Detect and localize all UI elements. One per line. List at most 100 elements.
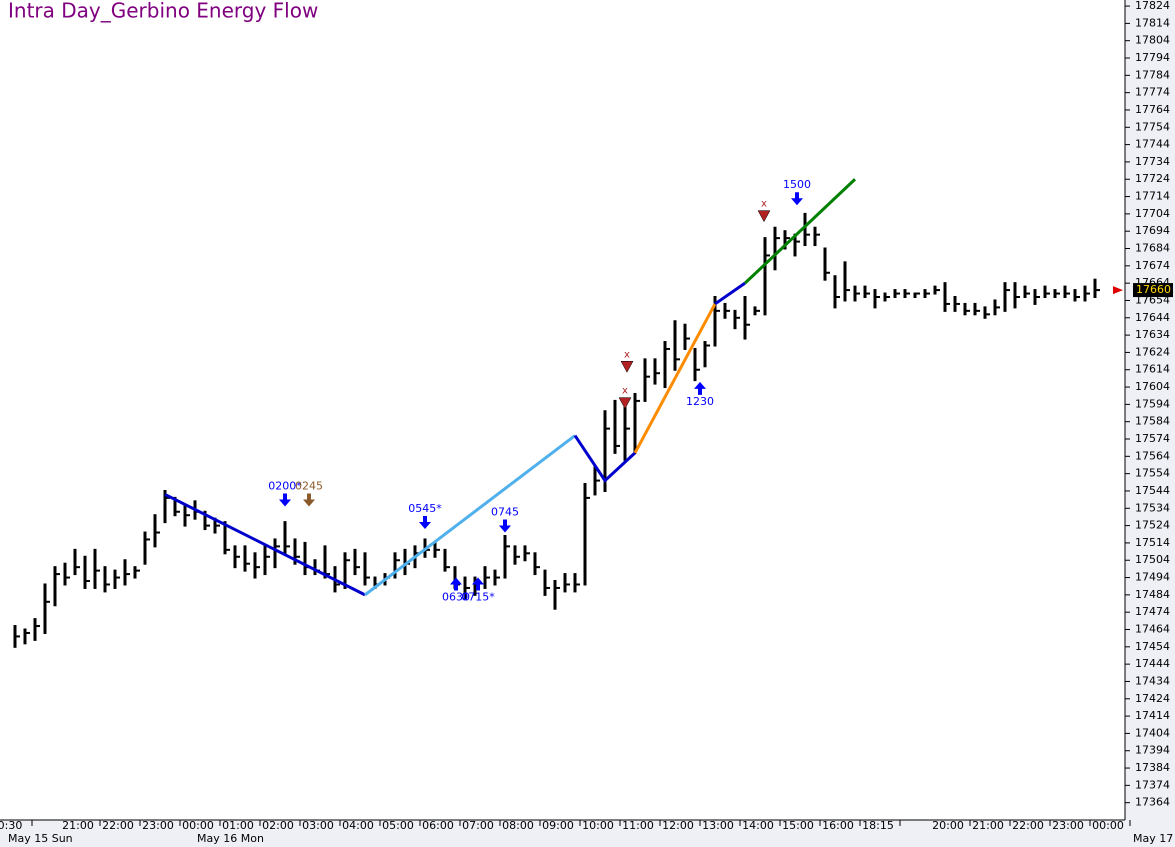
y-tick-label: 17614 [1135,363,1170,376]
x-axis-area [0,820,1125,847]
x-tick-label: 23:00 [142,819,174,832]
y-tick-label: 17804 [1135,34,1170,47]
y-tick-label: 17414 [1135,709,1170,722]
annotation-label: x [622,386,628,397]
annotation-label: x [761,199,767,210]
x-tick-label: 22:00 [1012,819,1044,832]
y-tick-label: 17764 [1135,103,1170,116]
x-tick-label: 16:00 [822,819,854,832]
y-tick-label: 17474 [1135,605,1170,618]
annotation-label: 0745 [491,506,519,519]
date-label: May 17 Tue [1133,832,1175,845]
x-tick-label: 00:00 [1092,819,1124,832]
x-tick-label: 00:00 [182,819,214,832]
trend-line [573,434,637,483]
y-tick-label: 17384 [1135,761,1170,774]
y-tick-label: 17534 [1135,501,1170,514]
y-tick-label: 17454 [1135,640,1170,653]
trend-line [633,303,717,454]
y-axis-area [1125,0,1175,847]
y-tick-label: 17504 [1135,553,1170,566]
y-tick-label: 17584 [1135,415,1170,428]
up-arrow [450,577,462,591]
y-tick-label: 17434 [1135,674,1170,687]
up-arrow [472,577,484,591]
annotation-label: 0545* [408,502,442,515]
y-tick-label: 17784 [1135,68,1170,81]
y-tick-label: 17754 [1135,120,1170,133]
y-tick-label: 17824 [1135,0,1170,12]
annotation-label: 1230 [686,395,714,408]
plot-area [0,0,1125,820]
trend-line [364,434,576,597]
x-tick-label: 14:00 [742,819,774,832]
trend-line [743,178,857,285]
y-tick-label: 17594 [1135,397,1170,410]
x-tick-label: 20:00 [932,819,964,832]
x-tick-label: 09:00 [542,819,574,832]
down-arrow [303,493,315,507]
chart-title: Intra Day_Gerbino Energy Flow [8,0,318,23]
y-tick-label: 17624 [1135,345,1170,358]
down-arrow [279,493,291,507]
x-tick-label: 07:00 [462,819,494,832]
y-tick-label: 17484 [1135,588,1170,601]
y-tick-label: 17694 [1135,224,1170,237]
y-tick-label: 17444 [1135,657,1170,670]
y-tick-label: 17774 [1135,86,1170,99]
annotation-label: 0630 [442,591,470,604]
x-tick-label: 21:00 [62,819,94,832]
y-tick-label: 17644 [1135,311,1170,324]
x-tick-label: 12:00 [662,819,694,832]
x-tick-label: 06:00 [422,819,454,832]
y-tick-label: 17404 [1135,726,1170,739]
x-tick-label: 11:00 [622,819,654,832]
y-tick-label: 17724 [1135,172,1170,185]
y-tick-label: 17674 [1135,259,1170,272]
x-tick-label: 15:00 [782,819,814,832]
y-tick-label: 17794 [1135,51,1170,64]
y-tick-label: 17704 [1135,207,1170,220]
y-tick-label: 17494 [1135,571,1170,584]
x-tick-label: 21:00 [972,819,1004,832]
x-tick-label: 03:00 [302,819,334,832]
annotation-label: 0200* [268,480,302,493]
sell-marker [620,361,634,373]
y-tick-label: 17744 [1135,138,1170,151]
x-tick-label: 0:30 [0,819,22,832]
x-tick-label: 08:00 [502,819,534,832]
y-tick-label: 17574 [1135,432,1170,445]
y-tick-label: 17424 [1135,692,1170,705]
y-tick-label: 17604 [1135,380,1170,393]
y-tick-label: 17464 [1135,623,1170,636]
sell-marker [618,397,632,410]
date-label: May 16 Mon [197,832,264,845]
y-tick-label: 17734 [1135,155,1170,168]
y-tick-label: 17634 [1135,328,1170,341]
x-tick-label: 05:00 [382,819,414,832]
y-tick-label: 17554 [1135,467,1170,480]
y-tick-label: 17394 [1135,744,1170,757]
trend-line [164,493,366,597]
x-tick-label: 02:00 [262,819,294,832]
trend-line [714,281,746,306]
last-price-arrow [1113,286,1123,295]
sell-marker [757,210,771,223]
down-arrow [499,519,511,533]
x-tick-label: 23:00 [1052,819,1084,832]
y-tick-label: 17714 [1135,190,1170,203]
down-arrow [419,516,431,530]
date-label: May 15 Sun [8,832,73,845]
annotation-label: 0715* [461,591,495,604]
y-tick-label: 17684 [1135,242,1170,255]
x-tick-label: 04:00 [342,819,374,832]
up-arrow [694,381,706,395]
down-arrow [791,192,803,206]
x-tick-label: 10:00 [582,819,614,832]
annotation-label: 1500 [783,178,811,191]
y-tick-label: 17544 [1135,484,1170,497]
y-tick-label: 17524 [1135,519,1170,532]
last-price-label: 17660 [1136,283,1171,296]
x-tick-label: 01:00 [222,819,254,832]
